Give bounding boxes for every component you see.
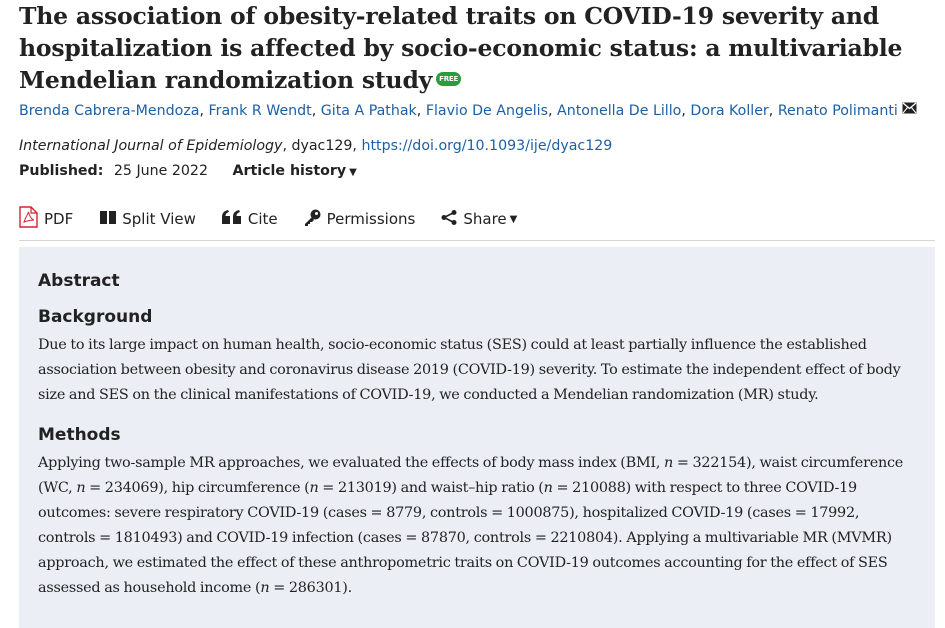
doi-link[interactable]: https://doi.org/10.1093/ije/dyac129 bbox=[361, 138, 613, 154]
pdf-file-icon bbox=[19, 206, 44, 232]
background-heading: Background bbox=[38, 307, 153, 327]
methods-text: Applying two-sample MR approaches, we ev… bbox=[38, 451, 916, 601]
citation-line: International Journal of Epidemiology, d… bbox=[19, 136, 935, 156]
journal-name: International Journal of Epidemiology bbox=[19, 138, 283, 154]
cite-button[interactable]: Cite bbox=[221, 210, 278, 228]
author-link[interactable]: Flavio De Angelis bbox=[425, 103, 549, 119]
sample-size-symbol: n bbox=[309, 480, 319, 496]
article-history-toggle[interactable]: Article history ▼ bbox=[233, 163, 357, 179]
author-list: Brenda Cabrera-Mendoza, Frank R Wendt, G… bbox=[19, 101, 935, 121]
methods-text-part: = 210088) with respect to three COVID-19… bbox=[38, 480, 892, 596]
methods-text-part: = 322154), waist circumference (WC, bbox=[38, 455, 904, 496]
sample-size-symbol: n bbox=[543, 480, 553, 496]
article-toolbar: PDF Split View Cite Permissions Share ▼ bbox=[19, 206, 935, 232]
share-icon bbox=[441, 209, 463, 229]
methods-text-part: = 213019) and waist–hip ratio ( bbox=[318, 480, 544, 496]
published-label: Published: bbox=[19, 163, 104, 179]
toolbar-divider bbox=[19, 240, 935, 241]
sample-size-symbol: n bbox=[260, 580, 270, 596]
split-view-icon bbox=[100, 210, 122, 228]
caret-down-icon: ▼ bbox=[509, 213, 518, 225]
split-view-button[interactable]: Split View bbox=[100, 210, 196, 228]
split-view-label: Split View bbox=[122, 210, 196, 228]
methods-heading: Methods bbox=[38, 425, 121, 445]
published-date: 25 June 2022 bbox=[113, 163, 208, 179]
pdf-button[interactable]: PDF bbox=[19, 206, 73, 232]
abstract-heading: Abstract bbox=[38, 271, 120, 291]
article-title: The association of obesity-related trait… bbox=[19, 0, 935, 96]
envelope-icon[interactable] bbox=[902, 100, 917, 120]
methods-text-part: = 234069), hip circumference ( bbox=[85, 480, 310, 496]
key-icon bbox=[304, 209, 327, 230]
article-header: The association of obesity-related trait… bbox=[19, 0, 935, 241]
article-history-label: Article history bbox=[232, 163, 347, 179]
author-link[interactable]: Renato Polimanti bbox=[777, 103, 898, 119]
quote-icon bbox=[221, 210, 248, 228]
permissions-label: Permissions bbox=[326, 210, 416, 228]
article-title-text: The association of obesity-related trait… bbox=[19, 2, 903, 94]
sample-size-symbol: n bbox=[664, 455, 674, 471]
share-button[interactable]: Share ▼ bbox=[441, 209, 518, 229]
share-label: Share bbox=[463, 210, 507, 228]
permissions-button[interactable]: Permissions bbox=[304, 209, 416, 230]
background-text: Due to its large impact on human health,… bbox=[38, 337, 901, 403]
methods-text-part: Applying two-sample MR approaches, we ev… bbox=[38, 455, 665, 471]
free-badge: FREE bbox=[436, 71, 462, 86]
pdf-label: PDF bbox=[44, 210, 74, 228]
author-link[interactable]: Gita A Pathak bbox=[320, 103, 417, 119]
article-id: , dyac129, bbox=[282, 138, 362, 154]
author-link[interactable]: Frank R Wendt bbox=[208, 103, 312, 119]
abstract-panel: Abstract Background Due to its large imp… bbox=[19, 247, 935, 628]
cite-label: Cite bbox=[247, 210, 278, 228]
caret-down-icon: ▼ bbox=[349, 167, 357, 178]
author-link[interactable]: Dora Koller bbox=[690, 103, 769, 119]
sample-size-symbol: n bbox=[76, 480, 86, 496]
author-link[interactable]: Antonella De Lillo bbox=[557, 103, 682, 119]
publication-row: Published: 25 June 2022 Article history ▼ bbox=[19, 161, 935, 183]
methods-text-part: = 286301). bbox=[269, 580, 352, 596]
author-link[interactable]: Brenda Cabrera-Mendoza bbox=[19, 103, 200, 119]
